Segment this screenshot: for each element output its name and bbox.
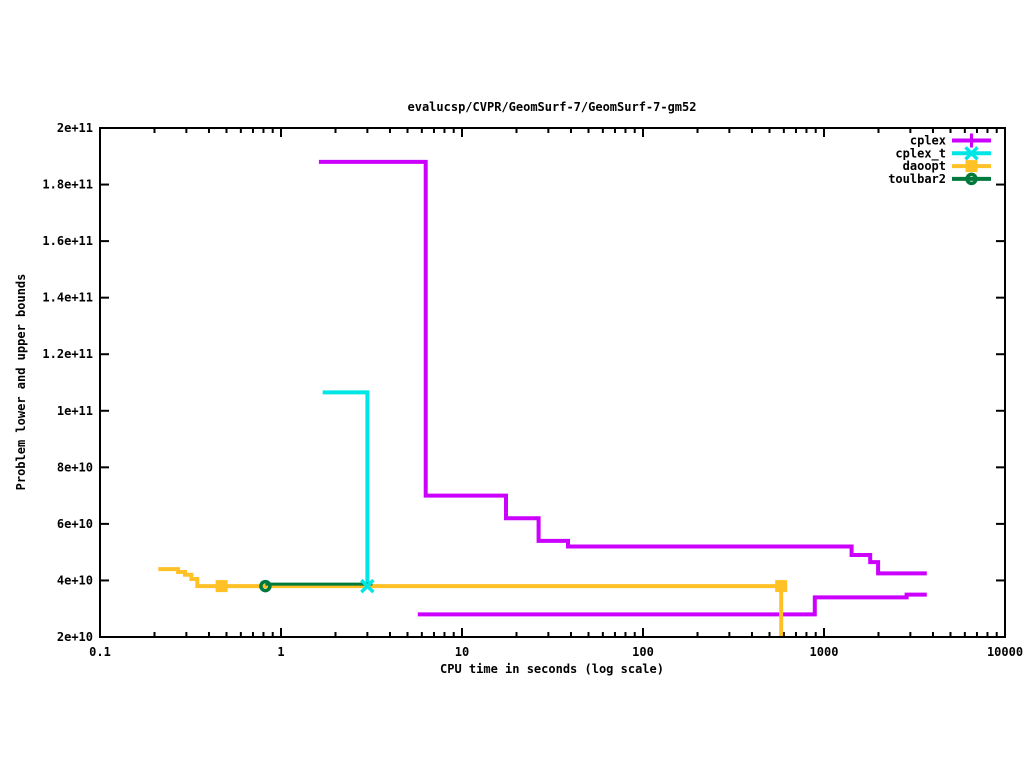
legend-marker-cplex_t: [964, 146, 979, 161]
x-tick-label: 100: [632, 645, 654, 659]
legend-entry-cplex: cplex: [910, 133, 991, 148]
x-axis-label: CPU time in seconds (log scale): [440, 662, 664, 676]
plot-border: [99, 127, 1006, 638]
daoopt-marker: [775, 580, 788, 593]
y-tick-label: 1.2e+11: [42, 347, 93, 361]
cplex_t-marker: [360, 578, 375, 594]
x-tick-label: 10: [455, 645, 469, 659]
legend-label-daoopt: daoopt: [903, 159, 946, 173]
y-tick-label: 2e+11: [57, 121, 93, 135]
y-tick-label: 8e+10: [57, 460, 93, 474]
series-line-cplex: [417, 592, 927, 617]
legend-marker-daoopt: [965, 160, 978, 173]
legend-marker-cplex: [964, 133, 979, 148]
chart-title: evalucsp/CVPR/GeomSurf-7/GeomSurf-7-gm52: [408, 100, 697, 114]
y-axis-label: Problem lower and upper bounds: [14, 274, 28, 491]
legend-label-toulbar2: toulbar2: [888, 172, 946, 186]
legend-entry-cplex_t: cplex_t: [895, 146, 991, 161]
series-line-daoopt: [158, 567, 784, 637]
y-tick-label: 6e+10: [57, 517, 93, 531]
x-tick-label: 1: [277, 645, 284, 659]
series-line-cplex_t: [322, 390, 370, 587]
x-tick-label: 10000: [987, 645, 1023, 659]
legend-label-cplex_t: cplex_t: [895, 146, 946, 161]
legend-marker-toulbar2: [965, 172, 978, 186]
axis-ticks: 0.1 1 10 100 1000 10000 2e+10 4e+10 6e+10 8e+10 1e…: [42, 121, 1023, 659]
legend-label-cplex: cplex: [910, 134, 946, 148]
y-tick-label: 1.4e+11: [42, 291, 93, 305]
x-tick-label: 0.1: [89, 645, 111, 659]
series-line-cplex: [318, 159, 927, 576]
data-markers: [215, 578, 788, 594]
legend-entry-toulbar2: toulbar2: [888, 172, 991, 186]
y-tick-label: 4e+10: [57, 573, 93, 587]
daoopt-marker: [215, 580, 228, 593]
legend-entry-daoopt: daoopt: [903, 159, 991, 173]
y-tick-label: 1.8e+11: [42, 178, 93, 192]
y-tick-label: 1.6e+11: [42, 234, 93, 248]
x-tick-label: 1000: [810, 645, 839, 659]
data-series: [158, 159, 927, 637]
y-tick-label: 1e+11: [57, 404, 93, 418]
toulbar2-marker: [259, 579, 272, 593]
y-tick-label: 2e+10: [57, 630, 93, 644]
